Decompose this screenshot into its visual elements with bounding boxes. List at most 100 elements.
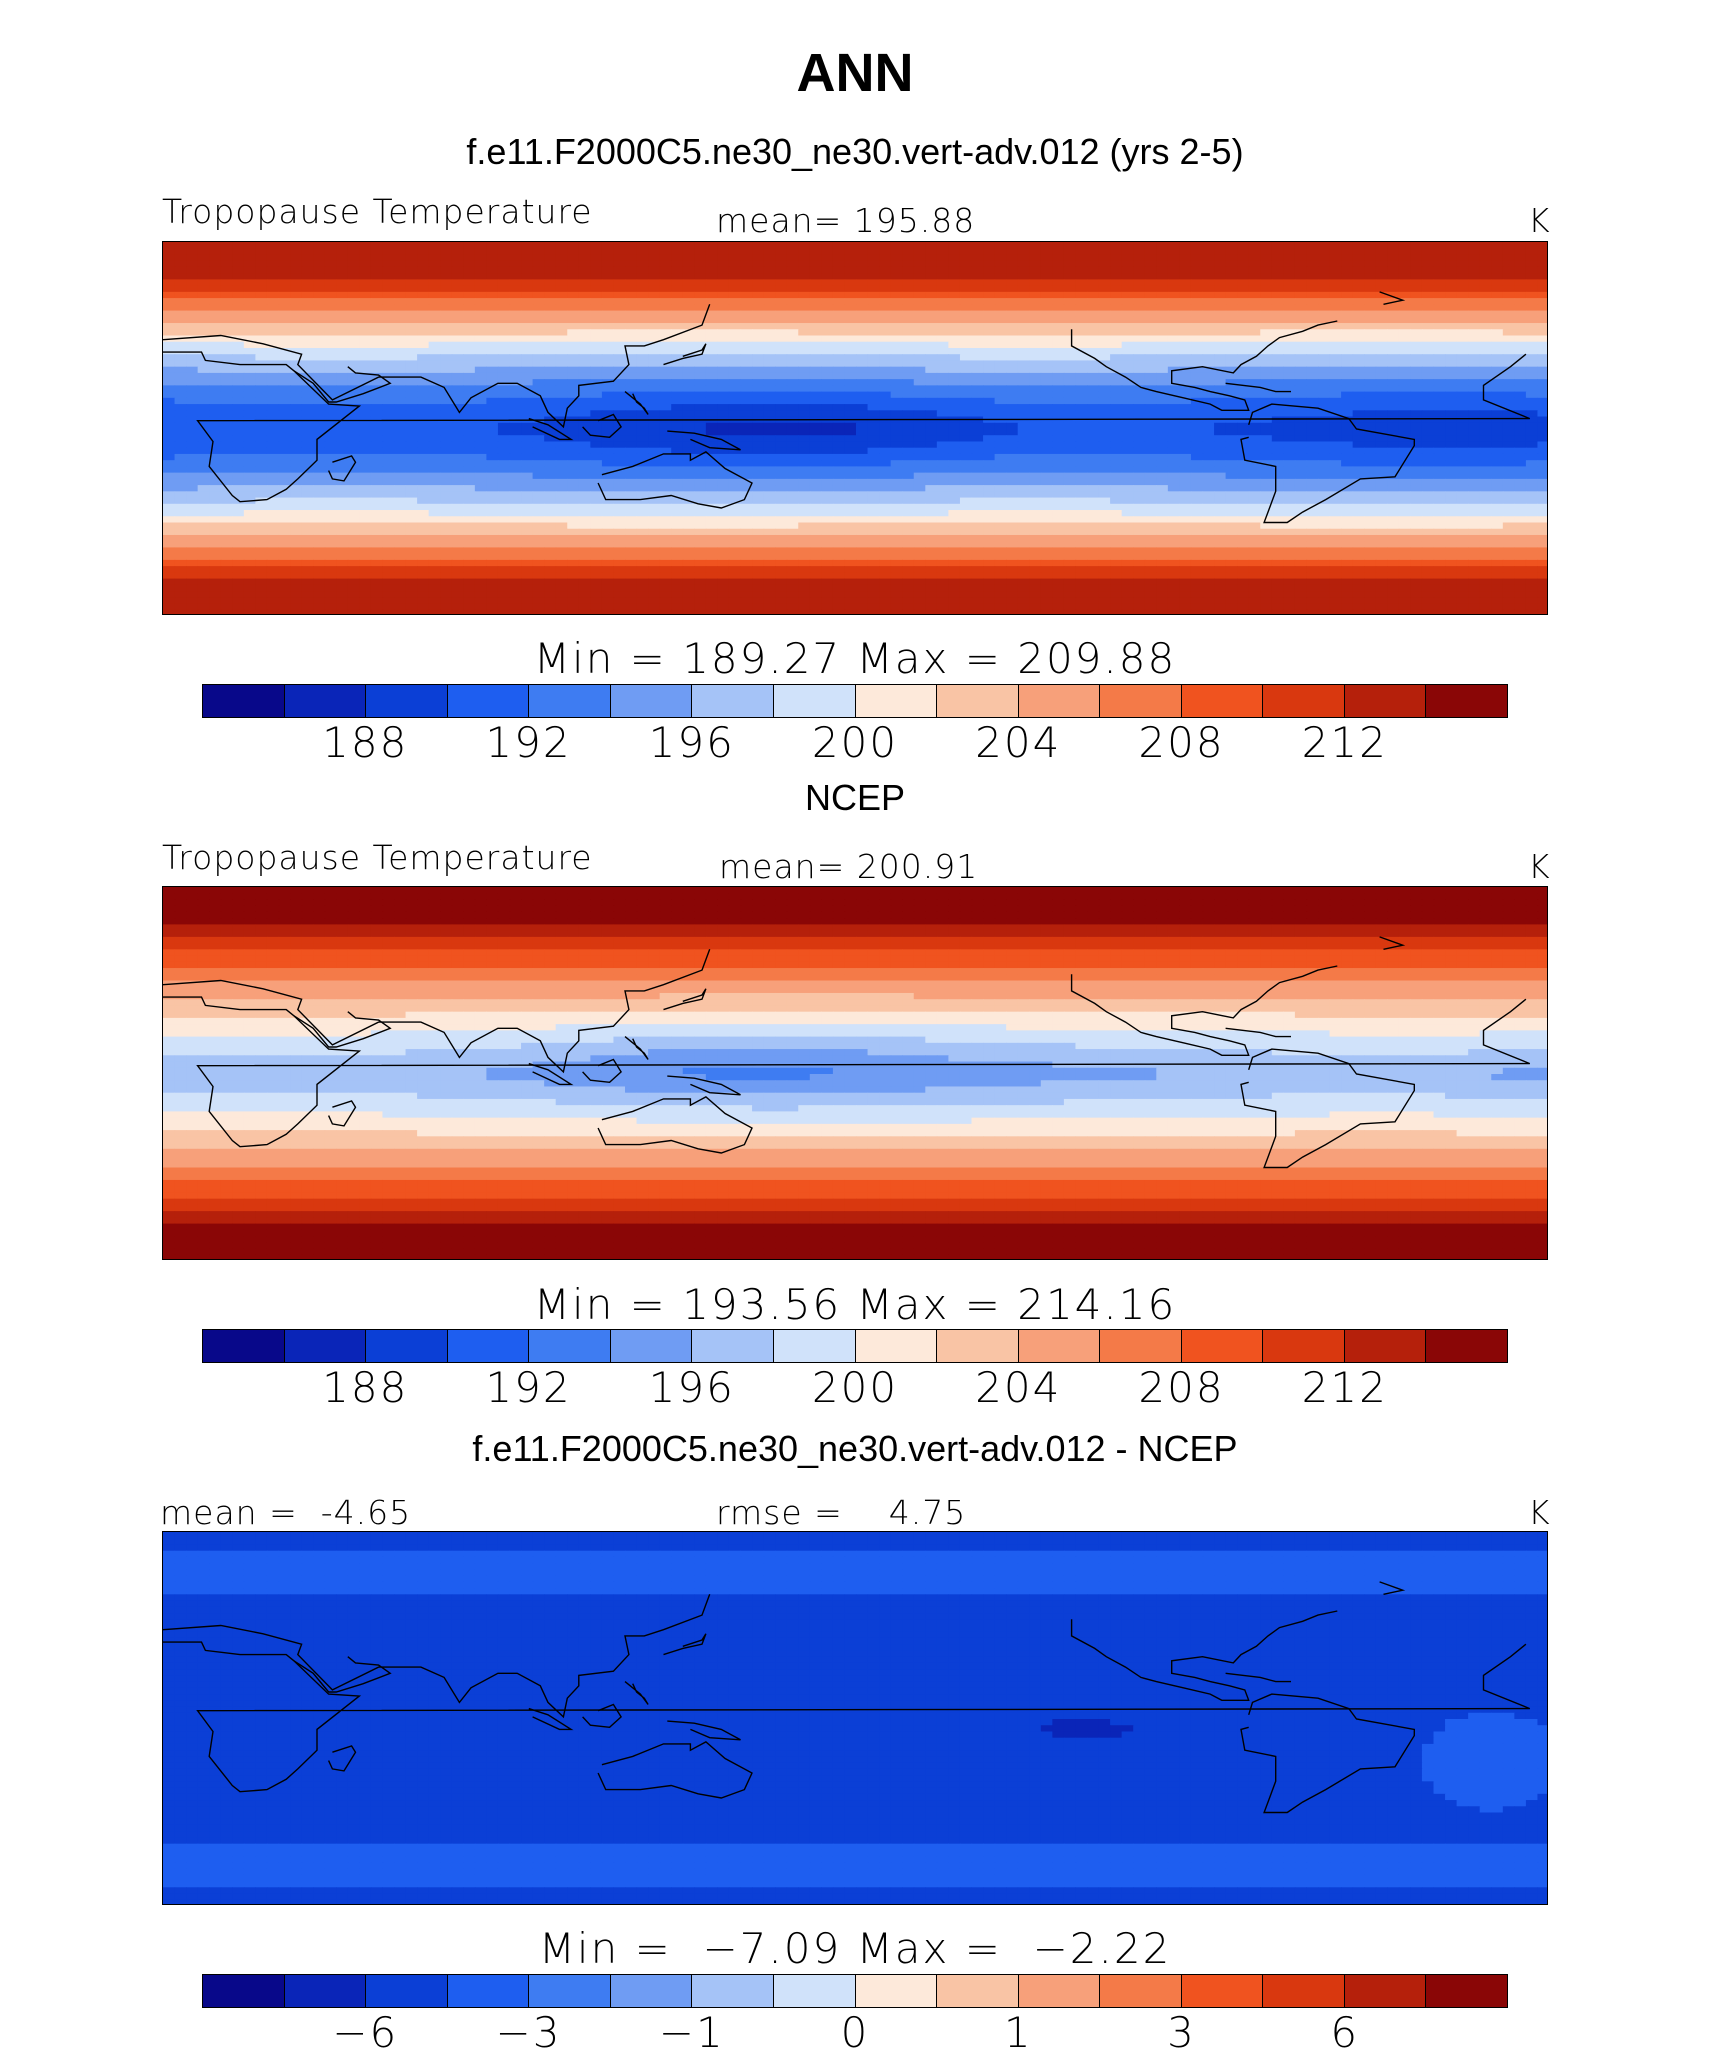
contour-cell <box>752 497 765 505</box>
contour-cell <box>1063 273 1077 280</box>
contour-cell <box>705 391 718 399</box>
contour-cell <box>879 453 892 461</box>
contour-cell <box>890 273 903 280</box>
contour-cell <box>370 478 384 486</box>
contour-cell <box>959 279 973 287</box>
contour-cell <box>1237 291 1250 299</box>
contour-cell <box>1456 391 1469 399</box>
contour-cell <box>1029 372 1042 380</box>
contour-cell <box>948 304 961 312</box>
contour-cell <box>648 248 661 256</box>
contour-cell <box>1352 435 1365 443</box>
contour-cell <box>728 478 742 486</box>
contour-cell <box>1052 354 1065 362</box>
contour-cell <box>1514 242 1527 249</box>
contour-cell <box>555 485 568 492</box>
contour-cell <box>1387 273 1400 280</box>
contour-cell <box>1468 310 1481 318</box>
contour-cell <box>578 472 591 480</box>
contour-cell <box>809 447 822 455</box>
contour-cell <box>1248 360 1261 368</box>
contour-cell <box>844 347 857 355</box>
contour-cell <box>1491 491 1504 499</box>
contour-cell <box>220 391 233 399</box>
contour-cell <box>532 453 545 461</box>
contour-cell <box>1110 478 1123 486</box>
contour-cell <box>1306 279 1319 287</box>
contour-cell <box>752 466 765 474</box>
contour-cell <box>336 279 349 287</box>
contour-cell <box>636 379 649 386</box>
contour-cell <box>1190 453 1204 461</box>
contour-cell <box>1260 453 1273 461</box>
contour-cell <box>382 453 395 461</box>
contour-cell <box>451 248 464 256</box>
contour-cell <box>1190 329 1204 337</box>
contour-cell <box>301 410 314 418</box>
contour-cell <box>451 242 464 249</box>
contour-cell <box>1456 291 1469 299</box>
contour-cell <box>590 385 603 393</box>
contour-cell <box>1029 460 1042 467</box>
contour-cell <box>902 497 915 505</box>
contour-cell <box>1179 347 1192 355</box>
contour-cell <box>243 242 256 249</box>
contour-cell <box>856 453 869 461</box>
contour-cell <box>1479 472 1492 480</box>
contour-cell <box>1121 410 1134 418</box>
contour-cell <box>671 397 684 405</box>
contour-cell <box>625 242 638 249</box>
contour-cell <box>1445 266 1458 274</box>
contour-cell <box>648 472 661 480</box>
contour-cell <box>971 391 984 399</box>
contour-cell <box>890 266 903 274</box>
contour-cell <box>497 341 511 349</box>
contour-cell <box>1352 447 1365 455</box>
contour-cell <box>1098 242 1111 249</box>
contour-cell <box>925 291 938 299</box>
contour-cell <box>959 397 973 405</box>
contour-cell <box>197 485 210 492</box>
contour-cell <box>879 298 892 305</box>
contour-cell <box>336 453 349 461</box>
contour-cell <box>1283 447 1296 455</box>
contour-cell <box>763 485 776 492</box>
contour-cell <box>821 291 834 299</box>
contour-cell <box>636 485 649 492</box>
contour-cell <box>1514 266 1527 274</box>
contour-cell <box>1167 372 1180 380</box>
contour-cell <box>1225 422 1238 430</box>
contour-cell <box>971 335 984 343</box>
contour-cell <box>1190 472 1204 480</box>
contour-cell <box>971 478 984 486</box>
contour-cell <box>671 242 684 249</box>
contour-cell <box>786 466 799 474</box>
contour-cell <box>1537 379 1547 386</box>
contour-cell <box>682 466 695 474</box>
contour-cell <box>440 385 453 393</box>
contour-cell <box>925 404 938 411</box>
contour-cell <box>1479 435 1492 443</box>
contour-cell <box>1410 316 1423 324</box>
contour-cell <box>1537 435 1547 443</box>
contour-cell <box>1456 416 1469 424</box>
contour-cell <box>174 273 187 280</box>
contour-cell <box>197 285 210 293</box>
contour-cell <box>1421 285 1435 293</box>
contour-cell <box>1029 429 1042 436</box>
contour-cell <box>174 422 187 430</box>
contour-cell <box>1283 391 1296 399</box>
contour-cell <box>1491 391 1504 399</box>
contour-cell <box>832 304 846 312</box>
contour-cell <box>856 329 869 337</box>
contour-cell <box>544 304 557 312</box>
contour-cell <box>1133 391 1146 399</box>
contour-cell <box>1179 379 1192 386</box>
contour-cell <box>1433 316 1446 324</box>
contour-cell <box>509 304 522 312</box>
contour-cell <box>1491 248 1504 256</box>
contour-cell <box>1525 316 1539 324</box>
contour-cell <box>902 366 915 374</box>
contour-cell <box>728 310 742 318</box>
contour-cell <box>1445 347 1458 355</box>
